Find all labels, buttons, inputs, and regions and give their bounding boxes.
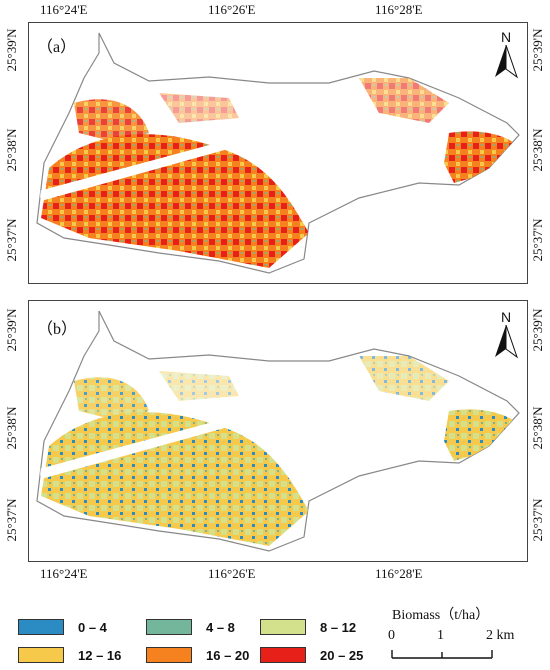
lon-label-top-2: 116°26'E: [208, 2, 256, 17]
north-letter-b: N: [500, 309, 512, 325]
lat-label-a-left-2: 25°38'N: [4, 128, 19, 172]
legend-swatch: [18, 647, 64, 663]
lat-label-b-right-2: 25°38'N: [530, 406, 545, 450]
biomass-patch-north-a: [159, 93, 239, 123]
legend-label: 4 – 8: [206, 619, 235, 635]
biomass-patch-south-b: [41, 412, 309, 546]
lon-label-top-1: 116°24'E: [40, 2, 88, 17]
biomass-patch-ne-a: [359, 78, 449, 123]
legend-swatch: [260, 647, 306, 663]
lat-label-a-right-2: 25°38'N: [530, 128, 545, 172]
biomass-patch-north-b: [159, 371, 239, 401]
biomass-patch-ne-b: [359, 356, 449, 401]
map-a-svg: [36, 32, 520, 274]
legend-item-0-4: 0 – 4: [18, 618, 107, 636]
legend-swatch: [146, 619, 192, 635]
biomass-patch-south-a: [41, 134, 309, 268]
lat-label-a-right-3: 25°37'N: [530, 218, 545, 262]
legend-item-20-25: 20 – 25: [260, 646, 363, 664]
legend-label: 12 – 16: [78, 647, 122, 663]
scale-tick-label-1: 1: [437, 628, 444, 643]
legend-item-8-12: 8 – 12: [260, 618, 356, 636]
lon-label-bottom-3: 116°28'E: [375, 566, 423, 581]
road-gap-b: [39, 396, 311, 479]
lat-label-a-left-1: 25°39'N: [4, 28, 19, 72]
north-arrow-b: N: [491, 309, 521, 359]
scale-tick-label-0: 0: [388, 628, 395, 643]
lon-label-bottom-2: 116°26'E: [208, 566, 256, 581]
legend-label: 20 – 25: [320, 647, 364, 663]
north-arrow-icon: [495, 325, 518, 359]
legend-item-4-8: 4 – 8: [146, 618, 235, 636]
legend-label: 8 – 12: [320, 619, 357, 635]
map-b-svg: [36, 310, 520, 552]
lat-label-b-left-1: 25°39'N: [4, 308, 19, 352]
biomass-patch-west-b: [74, 377, 149, 421]
scale-tick-label-2: 2 km: [486, 628, 515, 643]
legend-label: 0 – 4: [78, 619, 107, 635]
road-gap-a: [39, 118, 311, 201]
north-arrow-a: N: [491, 29, 521, 79]
map-panel-b: （b） N: [28, 300, 528, 562]
legend-item-16-20: 16 – 20: [146, 646, 249, 664]
north-arrow-icon: [495, 45, 518, 79]
lon-label-top-3: 116°28'E: [375, 2, 423, 17]
legend-swatch: [18, 619, 64, 635]
lat-label-b-right-3: 25°37'N: [530, 498, 545, 542]
north-letter-a: N: [500, 29, 512, 45]
panel-b-label: （b）: [37, 321, 78, 338]
lat-label-b-left-3: 25°37'N: [4, 498, 19, 542]
legend-item-12-16: 12 – 16: [18, 646, 121, 664]
biomass-patch-east-a: [444, 131, 514, 183]
legend-label: 16 – 20: [206, 647, 250, 663]
legend-swatch: [260, 619, 306, 635]
lat-label-a-left-3: 25°37'N: [4, 218, 19, 262]
map-panel-a: （a） N: [28, 22, 528, 284]
lat-label-b-right-1: 25°39'N: [530, 308, 545, 352]
lat-label-a-right-1: 25°39'N: [530, 28, 545, 72]
lat-label-b-left-2: 25°38'N: [4, 406, 19, 450]
biomass-patch-west-a: [74, 99, 149, 143]
scale-bar-title: Biomass（t/ha）: [392, 608, 490, 623]
scale-bar: [391, 650, 493, 659]
panel-a-label: （a）: [37, 39, 77, 56]
lon-label-bottom-1: 116°24'E: [40, 566, 88, 581]
legend-swatch: [146, 647, 192, 663]
biomass-patch-east-b: [444, 409, 514, 461]
